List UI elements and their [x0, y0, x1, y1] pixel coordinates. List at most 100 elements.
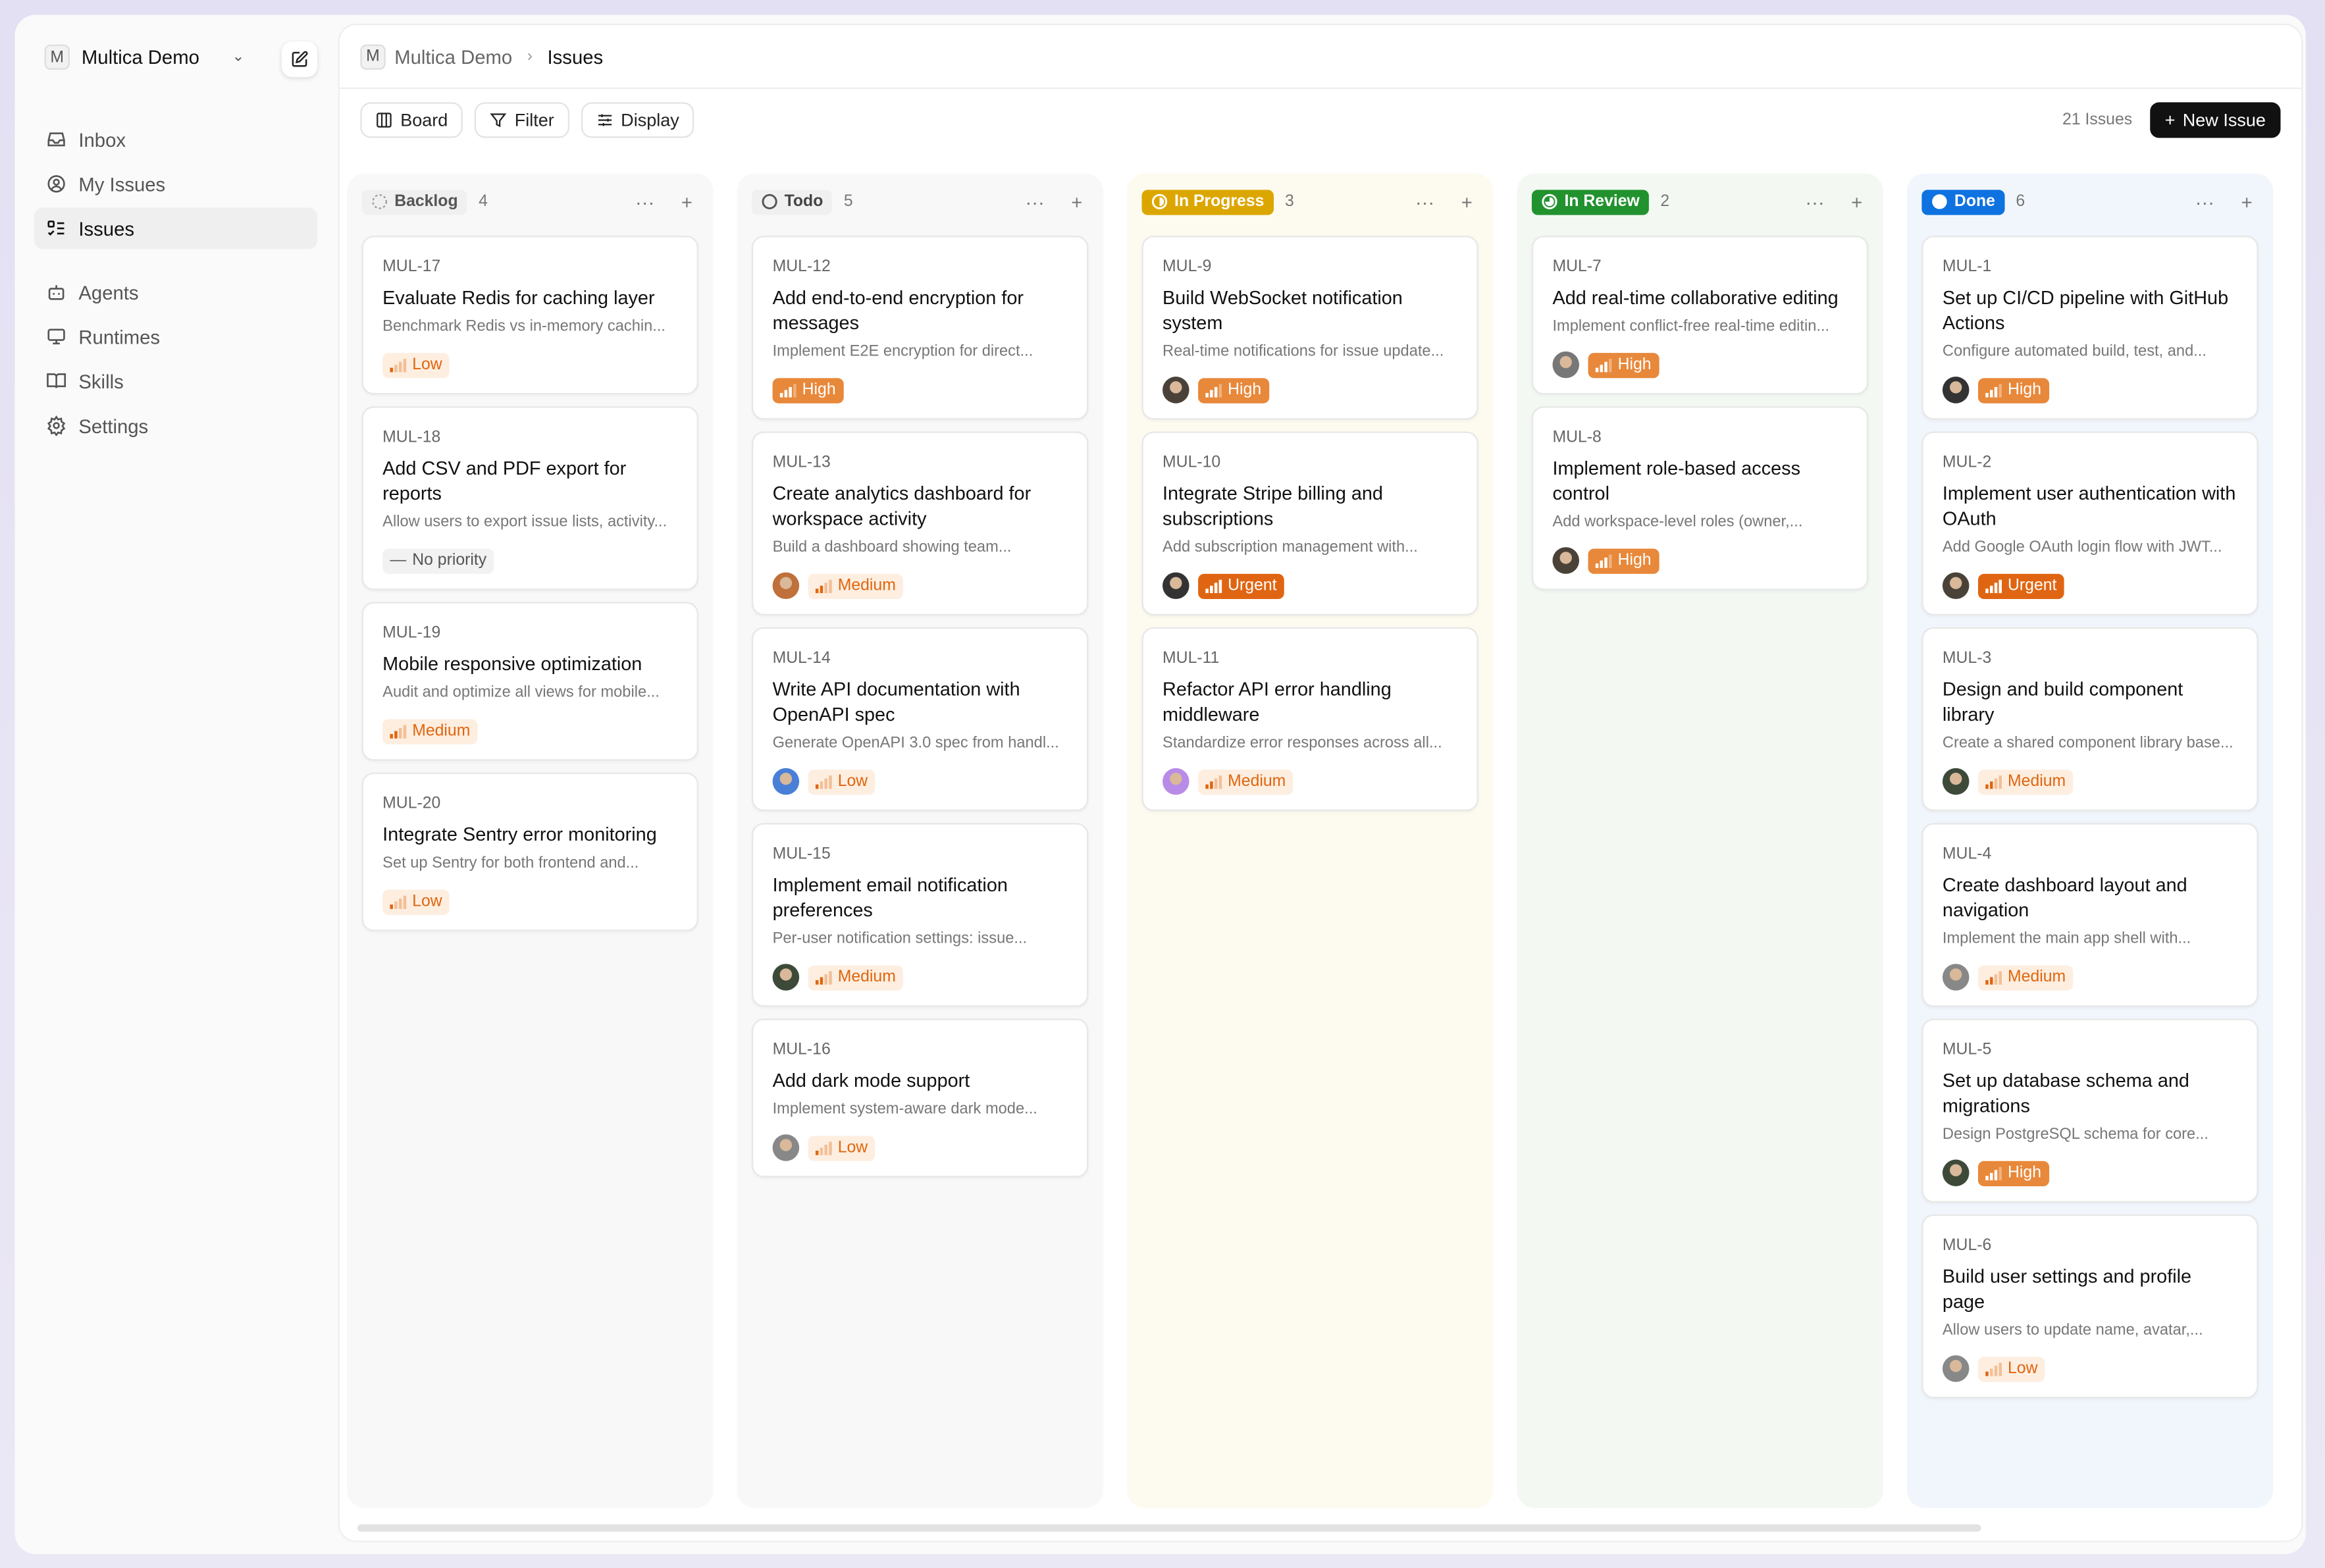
more-options-icon[interactable]: ··· [635, 190, 655, 213]
issue-card[interactable]: MUL-13 Create analytics dashboard for wo… [752, 431, 1089, 615]
signal-bars-icon [815, 579, 832, 592]
priority-badge[interactable]: — No priority [382, 548, 494, 573]
issue-description: Real-time notifications for issue update… [1162, 342, 1444, 361]
sidebar-item-skills[interactable]: Skills [34, 360, 317, 402]
sidebar-item-runtimes[interactable]: Runtimes [34, 316, 317, 357]
issue-card[interactable]: MUL-8 Implement role-based access contro… [1531, 406, 1869, 590]
priority-badge[interactable]: Low [382, 352, 450, 378]
priority-badge[interactable]: Low [808, 1135, 875, 1161]
priority-label: Low [412, 355, 442, 374]
issue-card[interactable]: MUL-17 Evaluate Redis for caching layer … [361, 236, 698, 395]
avatar[interactable] [772, 964, 800, 991]
issue-card[interactable]: MUL-19 Mobile responsive optimization Au… [361, 602, 698, 761]
issue-card[interactable]: MUL-20 Integrate Sentry error monitoring… [361, 772, 698, 931]
issue-card[interactable]: MUL-7 Add real-time collaborative editin… [1531, 236, 1869, 395]
issue-id: MUL-11 [1162, 649, 1220, 667]
priority-badge[interactable]: Medium [808, 573, 904, 598]
issue-title: Set up database schema and migrations [1942, 1069, 2189, 1117]
display-button[interactable]: Display [581, 101, 694, 138]
issue-card[interactable]: MUL-6 Build user settings and profile pa… [1921, 1214, 2259, 1399]
avatar[interactable] [1162, 377, 1189, 404]
more-options-icon[interactable]: ··· [1805, 190, 1825, 213]
priority-label: No priority [412, 551, 487, 569]
issue-card[interactable]: MUL-15 Implement email notification pref… [752, 823, 1089, 1007]
signal-bars-icon [815, 774, 832, 789]
avatar[interactable] [1942, 1159, 1970, 1187]
horizontal-scrollbar[interactable] [357, 1524, 1981, 1532]
avatar[interactable] [1162, 572, 1189, 600]
breadcrumb-workspace[interactable]: Multica Demo [394, 45, 513, 68]
sidebar-item-my-issues[interactable]: My Issues [34, 163, 317, 205]
issue-description: Generate OpenAPI 3.0 spec from handl... [772, 734, 1059, 752]
edit-icon [292, 51, 308, 67]
column-done: Done 6 ··· + MUL-1 Set up CI/CD pipeline … [1906, 173, 2274, 1508]
more-options-icon[interactable]: ··· [1025, 190, 1045, 213]
avatar[interactable] [772, 572, 800, 600]
priority-badge[interactable]: High [1588, 548, 1659, 573]
status-in-progress-icon [1151, 194, 1168, 209]
add-issue-icon[interactable]: + [2241, 190, 2253, 213]
issue-card[interactable]: MUL-11 Refactor API error handling middl… [1141, 627, 1478, 812]
priority-badge[interactable]: Medium [808, 964, 904, 990]
avatar[interactable] [1942, 377, 1970, 404]
new-issue-button[interactable]: + New Issue [2150, 101, 2281, 138]
avatar[interactable] [1942, 572, 1970, 600]
issue-card[interactable]: MUL-14 Write API documentation with Open… [752, 627, 1089, 812]
issue-description: Per-user notification settings: issue... [772, 929, 1028, 948]
priority-badge[interactable]: Low [382, 889, 450, 914]
avatar[interactable] [1552, 351, 1580, 379]
priority-badge[interactable]: Medium [1977, 964, 2074, 990]
more-options-icon[interactable]: ··· [1415, 190, 1435, 213]
issue-card[interactable]: MUL-5 Set up database schema and migrati… [1921, 1018, 2259, 1203]
new-issue-compose-button[interactable] [281, 41, 318, 78]
priority-badge[interactable]: High [772, 377, 843, 403]
issue-card[interactable]: MUL-4 Create dashboard layout and naviga… [1921, 823, 2259, 1007]
sidebar-item-agents[interactable]: Agents [34, 271, 317, 313]
priority-badge[interactable]: Medium [382, 718, 478, 744]
status-backlog-icon [372, 194, 387, 209]
add-issue-icon[interactable]: + [1461, 190, 1473, 213]
issue-card[interactable]: MUL-10 Integrate Stripe billing and subs… [1141, 431, 1478, 615]
avatar[interactable] [772, 1134, 800, 1161]
filter-button[interactable]: Filter [474, 101, 569, 138]
signal-bars-icon [390, 358, 407, 372]
issue-card[interactable]: MUL-1 Set up CI/CD pipeline with GitHub … [1921, 236, 2259, 420]
priority-badge[interactable]: High [1198, 377, 1269, 403]
add-issue-icon[interactable]: + [681, 190, 692, 213]
priority-badge[interactable]: Medium [1977, 768, 2074, 795]
priority-badge[interactable]: Low [808, 768, 875, 795]
priority-badge[interactable]: High [1588, 352, 1659, 378]
priority-badge[interactable]: Urgent [1977, 573, 2064, 598]
priority-badge[interactable]: High [1977, 1160, 2049, 1186]
issue-title: Implement user authentication with OAuth [1942, 482, 2236, 530]
issue-card[interactable]: MUL-16 Add dark mode support Implement s… [752, 1018, 1089, 1178]
board-view-button[interactable]: Board [360, 101, 463, 138]
priority-badge[interactable]: Low [1977, 1356, 2045, 1382]
issue-card[interactable]: MUL-9 Build WebSocket notification syste… [1141, 236, 1478, 420]
issue-card[interactable]: MUL-2 Implement user authentication with… [1921, 431, 2259, 615]
avatar[interactable] [1942, 964, 1970, 991]
signal-bars-icon [390, 724, 407, 738]
issue-card[interactable]: MUL-12 Add end-to-end encryption for mes… [752, 236, 1089, 420]
workspace-switcher[interactable]: M Multica Demo ⌄ [44, 44, 244, 70]
add-issue-icon[interactable]: + [1851, 190, 1863, 213]
avatar[interactable] [1942, 768, 1970, 795]
issue-id: MUL-10 [1162, 454, 1221, 472]
sidebar-item-issues[interactable]: Issues [34, 207, 318, 249]
priority-badge[interactable]: High [1977, 377, 2049, 403]
avatar[interactable] [772, 768, 800, 795]
priority-badge[interactable]: Medium [1198, 768, 1293, 795]
priority-label: Urgent [1228, 577, 1277, 595]
avatar[interactable] [1162, 768, 1189, 795]
issue-id: MUL-9 [1162, 257, 1212, 276]
issue-title: Build WebSocket notification system [1162, 286, 1403, 334]
sidebar-item-inbox[interactable]: Inbox [34, 118, 317, 160]
issue-card[interactable]: MUL-3 Design and build component library… [1921, 627, 2259, 812]
avatar[interactable] [1552, 547, 1580, 574]
priority-badge[interactable]: Urgent [1198, 573, 1284, 598]
add-issue-icon[interactable]: + [1071, 190, 1083, 213]
avatar[interactable] [1942, 1355, 1970, 1382]
more-options-icon[interactable]: ··· [2195, 190, 2215, 213]
sidebar-item-settings[interactable]: Settings [34, 405, 317, 446]
issue-card[interactable]: MUL-18 Add CSV and PDF export for report… [361, 406, 698, 590]
